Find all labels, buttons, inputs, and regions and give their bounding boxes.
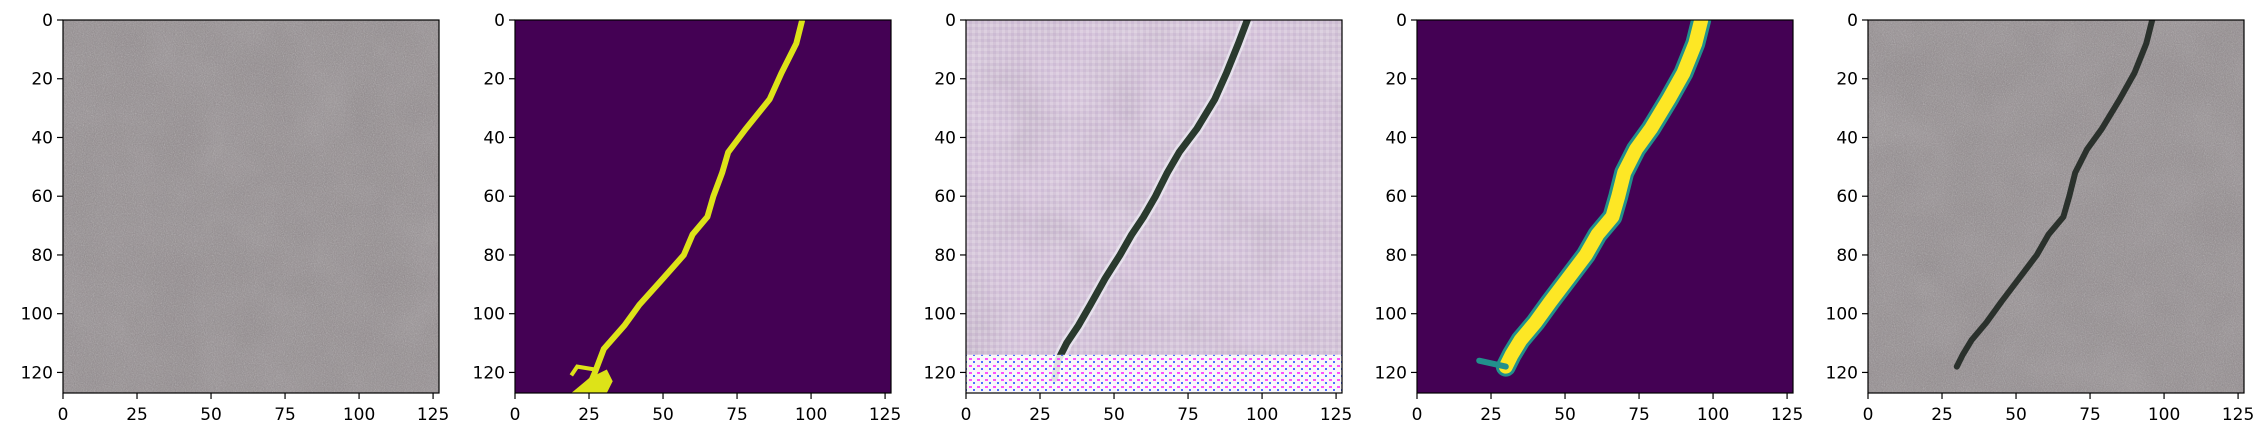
y-tick-label: 0 [1847, 11, 1858, 31]
x-tick-label: 25 [1029, 405, 1051, 425]
x-tick-label: 75 [726, 405, 748, 425]
x-tick-label: 125 [1771, 405, 1803, 425]
bottom-artifact-dots [966, 354, 1342, 393]
y-tick-label: 0 [945, 11, 956, 31]
x-tick-label: 0 [510, 405, 521, 425]
y-tick-label: 60 [31, 187, 53, 207]
axes-frame [514, 19, 892, 394]
y-tick-label: 100 [21, 305, 53, 325]
y-tick-label: 100 [473, 305, 505, 325]
y-tick-label: 100 [1826, 305, 1858, 325]
image-area [966, 20, 1342, 393]
crack-blob [571, 369, 613, 393]
x-tick-label: 75 [1628, 405, 1650, 425]
x-tick-label: 25 [126, 405, 148, 425]
y-tick-label: 20 [1385, 70, 1407, 90]
surface-grain [1868, 20, 2244, 393]
x-tick-label: 75 [1177, 405, 1199, 425]
y-tick-label: 0 [1396, 11, 1407, 31]
x-tick-label: 100 [1246, 405, 1278, 425]
image-area [63, 20, 439, 393]
y-tick-label: 20 [483, 70, 505, 90]
surface-grain [63, 20, 439, 393]
y-tick-label: 80 [1836, 246, 1858, 266]
x-tick-label: 125 [869, 405, 901, 425]
y-tick-label: 0 [494, 11, 505, 31]
x-tick-label: 75 [274, 405, 296, 425]
probability-tail [1476, 357, 1509, 370]
image-area [1868, 20, 2244, 393]
x-tick-label: 50 [1103, 405, 1125, 425]
image-area [515, 20, 891, 393]
y-tick-label: 120 [1826, 363, 1858, 383]
crack-mask [583, 20, 806, 393]
image-area [1417, 20, 1793, 393]
y-tick-label: 20 [31, 70, 53, 90]
probability-core [1498, 20, 1709, 374]
y-tick-label: 60 [1385, 187, 1407, 207]
axes-frame [62, 19, 440, 394]
y-tick-label: 40 [1836, 128, 1858, 148]
y-tick-label: 0 [42, 11, 53, 31]
x-tick-label: 50 [200, 405, 222, 425]
x-tick-label: 100 [1697, 405, 1729, 425]
y-tick-label: 20 [1836, 70, 1858, 90]
x-tick-label: 100 [795, 405, 827, 425]
x-tick-label: 0 [58, 405, 69, 425]
x-tick-label: 100 [343, 405, 375, 425]
y-tick-label: 120 [21, 363, 53, 383]
crack-branch [569, 364, 596, 377]
x-tick-label: 0 [1863, 405, 1874, 425]
x-tick-label: 25 [1480, 405, 1502, 425]
y-tick-label: 120 [473, 363, 505, 383]
y-tick-label: 100 [924, 305, 956, 325]
x-tick-label: 50 [1554, 405, 1576, 425]
x-tick-label: 100 [2148, 405, 2180, 425]
y-tick-label: 60 [1836, 187, 1858, 207]
y-tick-label: 40 [934, 128, 956, 148]
x-tick-label: 25 [578, 405, 600, 425]
y-tick-label: 80 [934, 246, 956, 266]
panel-4: 0 25 50 75 100 125 0 20 40 60 80 100 120 [1375, 11, 1804, 425]
x-tick-label: 50 [652, 405, 674, 425]
panel-1: 0 25 50 75 100 125 0 20 40 60 80 100 120 [21, 11, 450, 425]
y-tick-label: 80 [483, 246, 505, 266]
y-tick-label: 60 [934, 187, 956, 207]
y-tick-label: 120 [924, 363, 956, 383]
axes-frame [1867, 19, 2245, 394]
crack-line [1953, 20, 2156, 370]
panel-5: 0 25 50 75 100 125 0 20 40 60 80 100 120 [1826, 11, 2255, 425]
x-tick-label: 125 [417, 405, 449, 425]
y-tick-label: 40 [31, 128, 53, 148]
y-tick-label: 40 [1385, 128, 1407, 148]
y-tick-label: 120 [1375, 363, 1407, 383]
x-tick-label: 0 [1412, 405, 1423, 425]
mask-background [515, 20, 891, 393]
x-tick-label: 75 [2079, 405, 2101, 425]
y-tick-label: 40 [483, 128, 505, 148]
x-tick-label: 125 [2222, 405, 2254, 425]
axes-frame [1416, 19, 1794, 394]
x-tick-label: 0 [961, 405, 972, 425]
y-tick-label: 20 [934, 70, 956, 90]
y-tick-label: 80 [31, 246, 53, 266]
y-tick-label: 60 [483, 187, 505, 207]
y-tick-label: 80 [1385, 246, 1407, 266]
panel-2: 0 25 50 75 100 125 0 20 40 60 80 100 120 [473, 11, 902, 425]
axes-frame [965, 19, 1343, 394]
x-tick-label: 25 [1931, 405, 1953, 425]
x-tick-label: 50 [2005, 405, 2027, 425]
x-tick-label: 125 [1320, 405, 1352, 425]
y-tick-label: 100 [1375, 305, 1407, 325]
panel-3: 0 25 50 75 100 125 0 20 40 60 80 100 120 [924, 11, 1353, 425]
crack-line [1051, 20, 1251, 382]
